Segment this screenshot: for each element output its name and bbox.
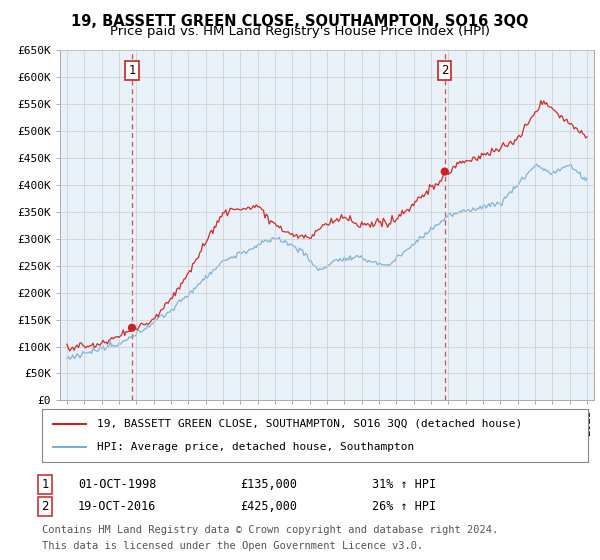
Text: 2: 2 [441,64,448,77]
Text: 1: 1 [41,478,49,491]
Text: Price paid vs. HM Land Registry's House Price Index (HPI): Price paid vs. HM Land Registry's House … [110,25,490,38]
Text: 19, BASSETT GREEN CLOSE, SOUTHAMPTON, SO16 3QQ: 19, BASSETT GREEN CLOSE, SOUTHAMPTON, SO… [71,14,529,29]
Text: This data is licensed under the Open Government Licence v3.0.: This data is licensed under the Open Gov… [42,541,423,551]
Text: 01-OCT-1998: 01-OCT-1998 [78,478,157,491]
Point [127,323,137,332]
Text: £425,000: £425,000 [240,500,297,514]
Text: HPI: Average price, detached house, Southampton: HPI: Average price, detached house, Sout… [97,442,414,452]
Text: 19, BASSETT GREEN CLOSE, SOUTHAMPTON, SO16 3QQ (detached house): 19, BASSETT GREEN CLOSE, SOUTHAMPTON, SO… [97,419,522,429]
Text: 1: 1 [128,64,136,77]
Text: 19-OCT-2016: 19-OCT-2016 [78,500,157,514]
Point [440,167,449,176]
Text: 26% ↑ HPI: 26% ↑ HPI [372,500,436,514]
Text: 31% ↑ HPI: 31% ↑ HPI [372,478,436,491]
Text: £135,000: £135,000 [240,478,297,491]
Text: Contains HM Land Registry data © Crown copyright and database right 2024.: Contains HM Land Registry data © Crown c… [42,525,498,535]
Text: 2: 2 [41,500,49,514]
